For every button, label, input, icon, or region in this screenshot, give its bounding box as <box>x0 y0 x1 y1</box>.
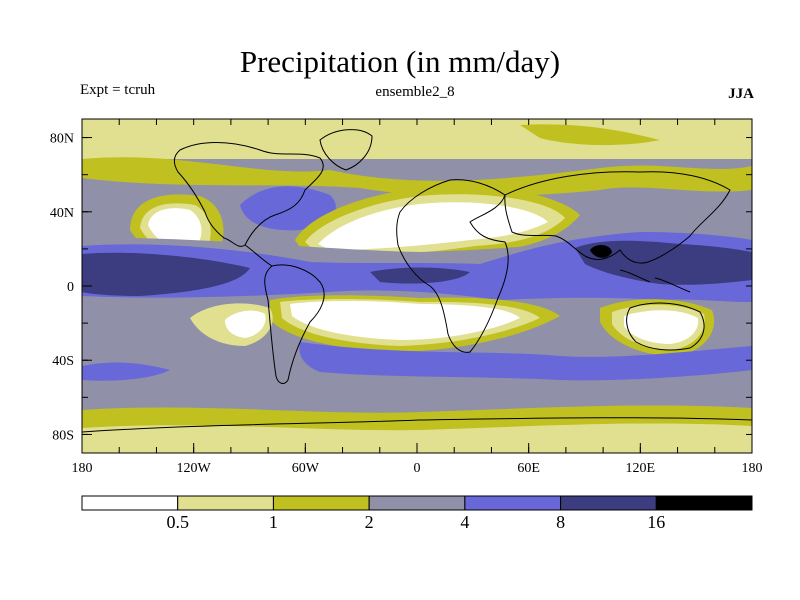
lon-tick-label: 60W <box>292 461 320 476</box>
southern-ocean-blue <box>299 342 752 381</box>
colorbar-label: 4 <box>460 512 469 532</box>
colorbar-swatch <box>272 495 370 511</box>
lon-tick-label: 120W <box>177 461 212 476</box>
south-pacific-blue <box>82 362 170 381</box>
arctic-olive-band <box>82 157 752 197</box>
arctic-light-patch <box>350 134 520 157</box>
central-america-coast <box>244 244 273 267</box>
lon-tick-label: 60E <box>517 461 540 476</box>
colorbar-swatch <box>464 495 562 511</box>
north-atlantic-blue <box>240 186 336 231</box>
south-america-coast <box>264 264 325 384</box>
north-pacific-white <box>148 208 202 249</box>
season-label: JJA <box>728 86 754 102</box>
antarctic-light-band <box>82 423 752 453</box>
map-title: Precipitation (in mm/day) <box>239 44 561 79</box>
experiment-label: Expt = tcruh <box>80 82 156 98</box>
itcz-dark-africa <box>370 267 470 284</box>
bay-of-bengal-black <box>590 244 612 258</box>
colorbar-label: 0.5 <box>166 512 189 532</box>
lon-tick-label: 180 <box>742 461 763 476</box>
lat-tick-label: 40N <box>50 206 74 221</box>
antarctica-coast <box>82 417 752 433</box>
south-atlantic-white <box>290 301 520 340</box>
indonesia-coast <box>619 269 691 293</box>
lat-tick-label: 40S <box>52 354 74 369</box>
colorbar-label: 2 <box>365 512 374 532</box>
lat-tick-label: 80S <box>52 428 74 443</box>
lon-tick-label: 120E <box>626 461 656 476</box>
colorbar-swatch <box>655 495 753 511</box>
lat-tick-label: 80N <box>50 132 74 147</box>
colorbar-swatch <box>177 495 274 511</box>
itcz-dark-pacific <box>82 252 250 296</box>
colorbar-label: 8 <box>556 512 565 532</box>
greenland-coast <box>319 129 373 171</box>
europe-africa-coast <box>396 179 509 353</box>
itcz-dark-indo <box>575 240 752 285</box>
sahara-white <box>318 202 548 250</box>
arctic-olive-patch <box>520 124 660 146</box>
lon-tick-label: 0 <box>414 461 421 476</box>
lat-tick-label: 0 <box>67 280 74 295</box>
colorbar-label: 1 <box>269 512 278 532</box>
asia-coast <box>504 171 731 264</box>
lat-ticks: 80N 40N 0 40S 80S <box>50 132 752 443</box>
colorbar-swatch <box>368 495 466 511</box>
colorbar-label: 16 <box>647 512 665 532</box>
se-pacific-white <box>225 310 266 338</box>
australia-coast <box>626 302 705 351</box>
colorbar-swatch <box>560 495 657 511</box>
precip-field <box>82 119 752 453</box>
colorbar-swatch <box>81 495 179 511</box>
australia-white <box>624 310 699 344</box>
north-america-coast <box>173 142 324 247</box>
lon-tick-label: 180 <box>72 461 93 476</box>
colorbar: 0.5 1 2 4 8 16 <box>81 495 753 532</box>
run-label: ensemble2_8 <box>375 84 455 100</box>
coastlines <box>82 129 752 433</box>
lon-ticks: 180 120W 60W 0 60E 120E 180 <box>72 119 763 476</box>
